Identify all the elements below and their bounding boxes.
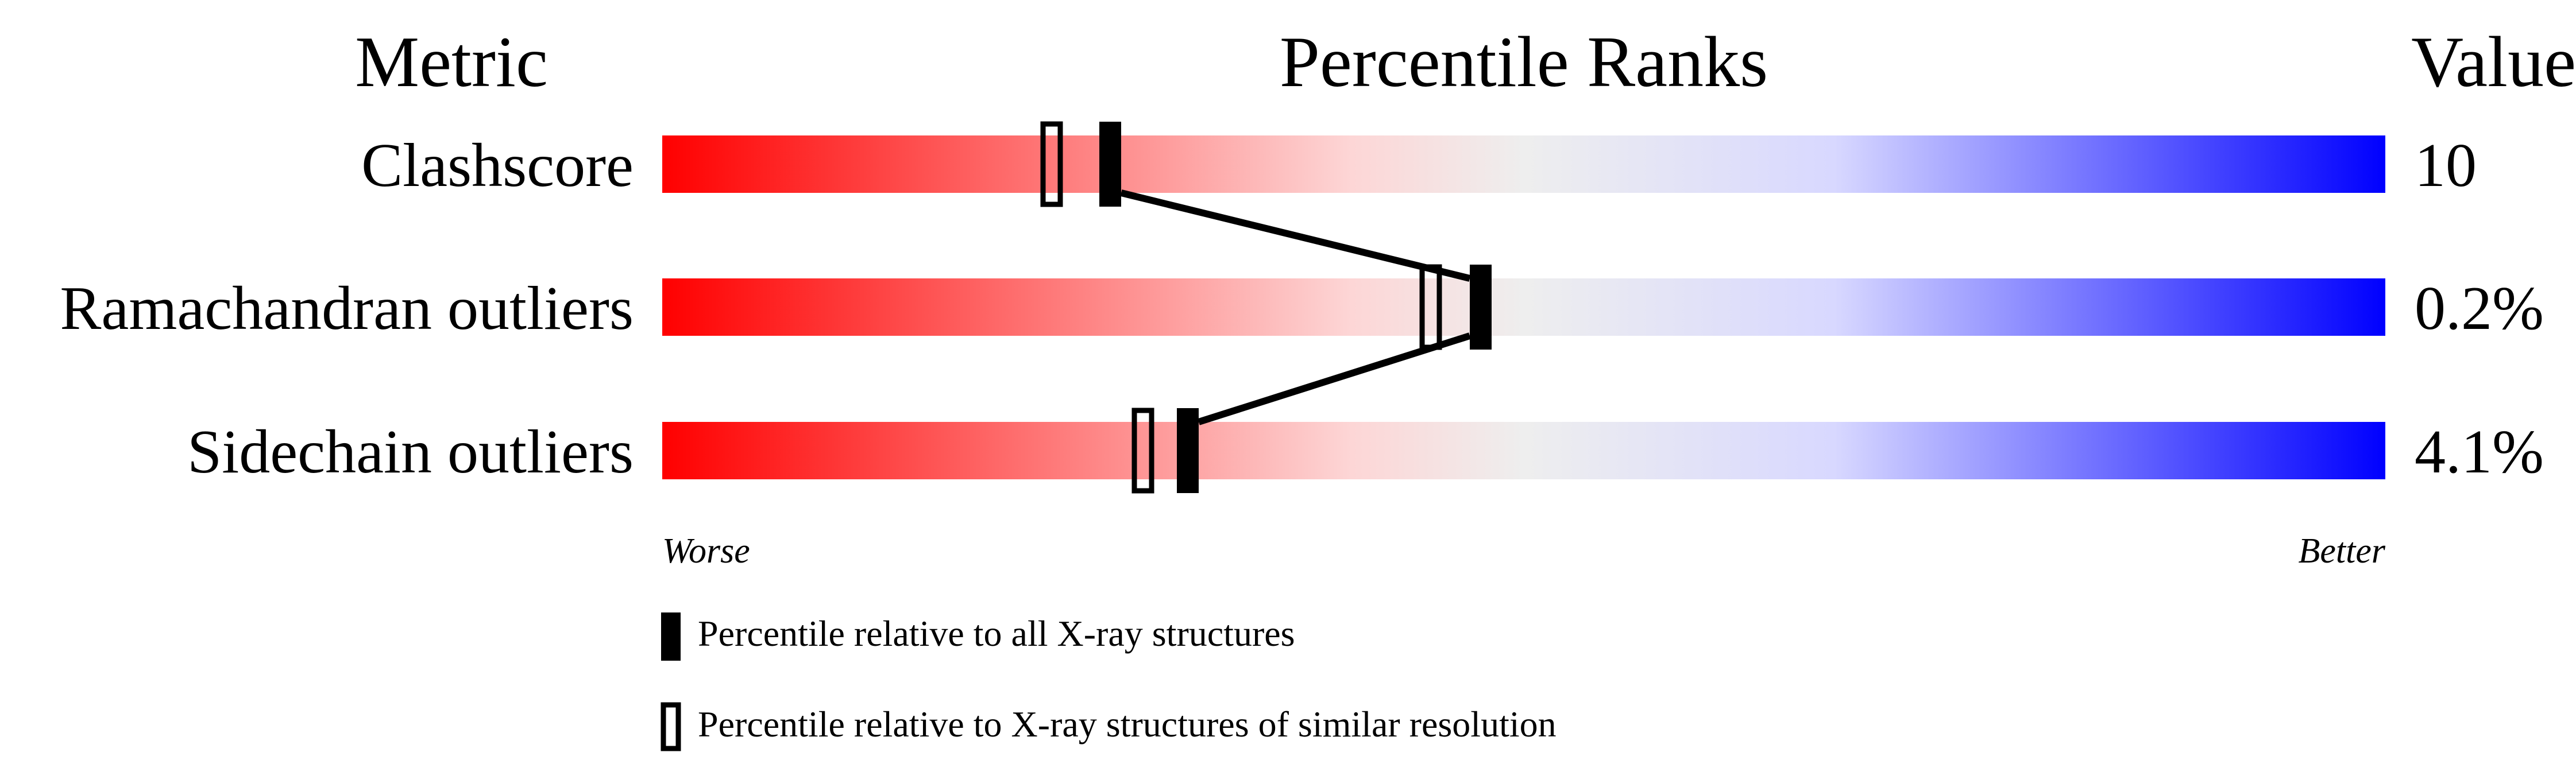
header-value: Value: [2411, 22, 2576, 102]
all-structures-percentile-marker: [1099, 122, 1121, 207]
percentile-bar: [662, 135, 2385, 193]
metric-label: Sidechain outliers: [187, 418, 634, 486]
connector-line: [1120, 189, 1471, 282]
all-structures-percentile-marker: [1177, 408, 1199, 493]
axis-label-worse: Worse: [662, 532, 750, 571]
axis-label-better: Better: [2299, 532, 2386, 571]
legend-filled-marker-icon: [661, 612, 681, 661]
metric-value: 4.1%: [2415, 418, 2544, 486]
metric-value: 10: [2415, 131, 2477, 200]
all-structures-percentile-marker: [1470, 265, 1492, 350]
metric-value: 0.2%: [2415, 274, 2544, 343]
connector-line: [1198, 332, 1471, 425]
legend-label-all: Percentile relative to all X-ray structu…: [698, 613, 1295, 654]
header-percentile-ranks: Percentile Ranks: [1280, 22, 1768, 102]
metric-label: Clashscore: [361, 131, 634, 200]
percentile-bar: [662, 278, 2385, 336]
similar-resolution-percentile-marker: [1040, 121, 1063, 207]
metric-label: Ramachandran outliers: [60, 274, 634, 343]
header-metric: Metric: [355, 22, 548, 102]
similar-resolution-percentile-marker: [1131, 408, 1154, 494]
legend-open-marker-icon: [661, 702, 681, 751]
legend-label-similar: Percentile relative to X-ray structures …: [698, 704, 1557, 745]
percentile-bar: [662, 422, 2385, 479]
